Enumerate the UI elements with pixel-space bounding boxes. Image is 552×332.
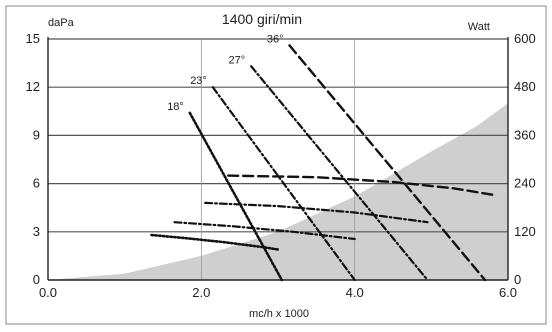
power-curve <box>226 174 494 197</box>
y-tick-right-label: 0 <box>514 272 521 287</box>
y-tick-left-label: 9 <box>33 127 40 142</box>
series-label: 18° <box>167 101 184 113</box>
y-tick-right-label: 240 <box>514 176 536 191</box>
pressure-curve <box>250 65 429 282</box>
y-tick-left-label: 12 <box>26 79 40 94</box>
y-tick-right-label: 120 <box>514 224 536 239</box>
power-curve <box>173 221 356 241</box>
y-tick-left-label: 15 <box>26 31 40 46</box>
y-tick-left-label: 6 <box>33 176 40 191</box>
pressure-curve <box>188 111 284 282</box>
x-tick-label: 4.0 <box>346 285 364 300</box>
pressure-curve <box>211 86 356 282</box>
series-label: 36° <box>267 33 284 45</box>
y-tick-left-label: 0 <box>33 272 40 287</box>
series-label: 27° <box>229 54 246 66</box>
chart-title: 1400 giri/min <box>222 11 302 27</box>
x-tick-label: 2.0 <box>192 285 210 300</box>
power-curve <box>150 233 280 251</box>
x-axis-label: mc/h x 1000 <box>249 308 309 320</box>
pressure-curve <box>288 44 487 282</box>
y-tick-right-label: 600 <box>514 31 536 46</box>
y-axis-left-label: daPa <box>48 17 75 29</box>
series-label: 23° <box>190 75 207 87</box>
y-axis-right-label: Watt <box>468 21 490 33</box>
x-tick-label: 0.0 <box>39 285 57 300</box>
y-tick-right-label: 360 <box>514 127 536 142</box>
x-tick-label: 6.0 <box>499 285 517 300</box>
y-tick-right-label: 480 <box>514 79 536 94</box>
y-tick-left-label: 3 <box>33 224 40 239</box>
shaded-area <box>48 103 508 280</box>
power-curve <box>204 201 429 224</box>
